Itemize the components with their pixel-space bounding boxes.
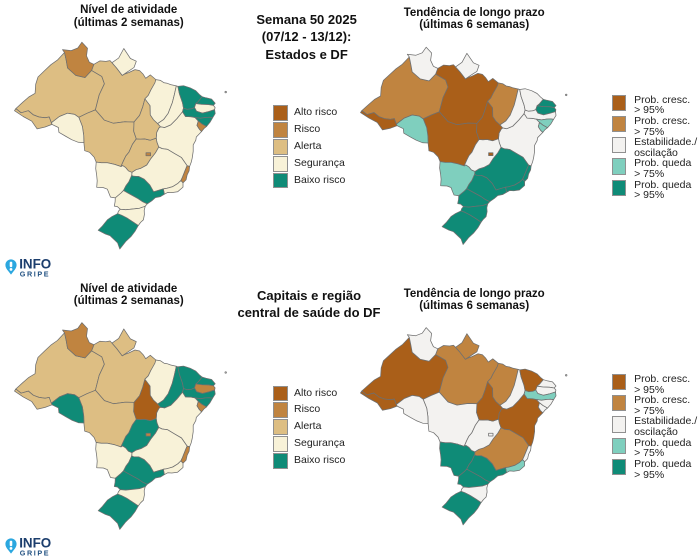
svg-text:INFO: INFO	[19, 538, 51, 551]
svg-text:GRIPE: GRIPE	[20, 548, 50, 557]
svg-text:INFO: INFO	[19, 259, 51, 272]
svg-text:GRIPE: GRIPE	[20, 269, 50, 278]
